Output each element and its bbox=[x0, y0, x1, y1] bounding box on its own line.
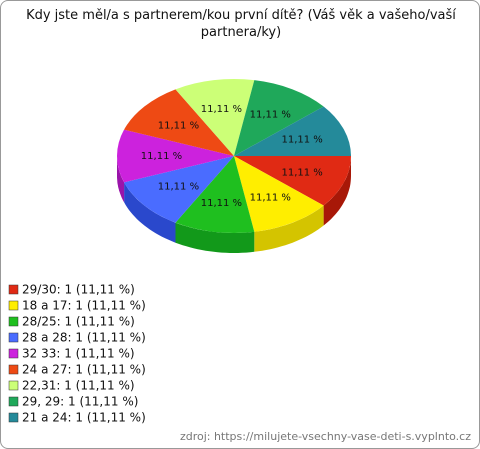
chart-title: Kdy jste měl/a s partnerem/kou první dít… bbox=[26, 8, 456, 40]
slice-side bbox=[254, 205, 324, 252]
legend-swatch bbox=[8, 348, 19, 359]
slice bbox=[175, 156, 255, 233]
slice bbox=[175, 78, 255, 156]
legend-swatch bbox=[8, 364, 19, 375]
slice bbox=[234, 156, 351, 206]
legend-label: 29, 29: 1 (11,11 %) bbox=[22, 395, 138, 409]
legend-label: 28/25: 1 (11,11 %) bbox=[22, 315, 135, 329]
legend-label: 18 a 17: 1 (11,11 %) bbox=[22, 299, 146, 313]
legend-label: 29/30: 1 (11,11 %) bbox=[22, 283, 135, 297]
slice bbox=[234, 80, 324, 156]
legend-label: 24 a 27: 1 (11,11 %) bbox=[22, 363, 146, 377]
data-label: 11,11 % bbox=[250, 192, 291, 203]
data-label: 11,11 % bbox=[250, 110, 291, 121]
slice bbox=[117, 129, 234, 183]
legend-swatch bbox=[8, 300, 19, 311]
slice bbox=[124, 89, 234, 156]
data-label: 11,11 % bbox=[141, 151, 182, 162]
legend-label: 21 a 24: 1 (11,11 %) bbox=[22, 411, 146, 425]
legend-swatch bbox=[8, 412, 19, 423]
data-label: 11,11 % bbox=[158, 120, 199, 131]
legend-swatch bbox=[8, 316, 19, 327]
legend-swatch bbox=[8, 284, 19, 295]
legend-label: 22,31: 1 (11,11 %) bbox=[22, 379, 135, 393]
slice-side bbox=[117, 156, 125, 203]
data-label: 11,11 % bbox=[282, 167, 323, 178]
source-note: zdroj: https://milujete-vsechny-vase-det… bbox=[180, 430, 471, 443]
slice bbox=[234, 106, 351, 156]
legend-swatch bbox=[8, 380, 19, 391]
slice bbox=[124, 156, 234, 223]
legend-swatch bbox=[8, 332, 19, 343]
legend-label: 32 33: 1 (11,11 %) bbox=[22, 347, 135, 361]
data-label: 11,11 % bbox=[158, 182, 199, 193]
data-label: 11,11 % bbox=[201, 198, 242, 209]
legend-swatch bbox=[8, 396, 19, 407]
slice-side bbox=[323, 156, 351, 226]
data-label: 11,11 % bbox=[282, 135, 323, 146]
slice-side bbox=[175, 222, 255, 253]
data-label: 11,11 % bbox=[201, 104, 242, 115]
slice-side bbox=[124, 182, 176, 243]
slice bbox=[234, 156, 324, 232]
legend-label: 28 a 28: 1 (11,11 %) bbox=[22, 331, 146, 345]
